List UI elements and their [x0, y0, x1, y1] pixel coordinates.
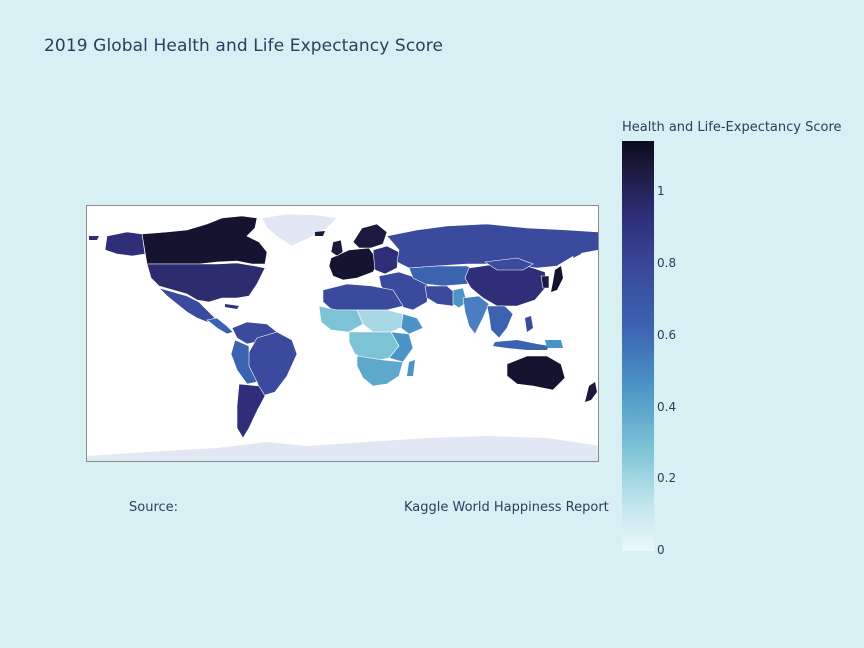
iceland-region[interactable]: [315, 231, 325, 236]
southern-cone-region[interactable]: [236, 383, 266, 439]
scandinavia-region[interactable]: [352, 223, 388, 249]
australia-region[interactable]: [506, 355, 566, 391]
colorbar-tick-0-8: 0.8: [657, 256, 677, 270]
colorbar-tick-0-4: 0.4: [657, 400, 677, 414]
uk-region[interactable]: [330, 239, 344, 257]
new-guinea-region[interactable]: [545, 340, 563, 348]
philippines-region[interactable]: [525, 316, 533, 332]
andean-region[interactable]: [230, 339, 258, 385]
korea-region[interactable]: [540, 275, 550, 289]
indonesia-region[interactable]: [493, 340, 549, 350]
alaska-region[interactable]: [104, 231, 146, 257]
colorbar-tick-0: 0: [657, 543, 665, 557]
colorbar-tick-0-2: 0.2: [657, 471, 677, 485]
colorbar-tick-1: 1: [657, 184, 665, 198]
new-zealand-region[interactable]: [585, 382, 597, 402]
eastern-europe-region[interactable]: [372, 245, 400, 275]
iran-region[interactable]: [424, 285, 460, 307]
far-east-region[interactable]: [573, 244, 583, 258]
russia-region[interactable]: [386, 223, 599, 269]
north-africa-region[interactable]: [322, 283, 404, 311]
greenland-region[interactable]: [261, 213, 338, 247]
aleutian-islands[interactable]: [89, 236, 99, 240]
cuba-region[interactable]: [225, 304, 239, 309]
source-text: Kaggle World Happiness Report: [404, 500, 609, 515]
chart-title: 2019 Global Health and Life Expectancy S…: [44, 36, 444, 56]
mongolia-region[interactable]: [484, 257, 534, 271]
canada-region[interactable]: [141, 215, 268, 265]
madagascar-region[interactable]: [407, 360, 415, 376]
colorbar: [622, 141, 654, 551]
world-map[interactable]: [86, 205, 599, 462]
central-america-region[interactable]: [206, 317, 234, 335]
western-europe-region[interactable]: [328, 247, 380, 281]
colorbar-title: Health and Life-Expectancy Score: [622, 120, 842, 135]
colorbar-tick-0-6: 0.6: [657, 328, 677, 342]
source-label: Source:: [129, 500, 179, 515]
world-choropleth: [87, 213, 599, 462]
west-africa-region[interactable]: [318, 305, 364, 333]
southern-africa-region[interactable]: [356, 355, 404, 387]
india-region[interactable]: [462, 295, 490, 335]
sahel-region[interactable]: [356, 309, 406, 333]
usa-region[interactable]: [146, 262, 266, 303]
central-asia-region[interactable]: [408, 265, 484, 287]
horn-of-africa-region[interactable]: [400, 313, 424, 335]
antarctica-region[interactable]: [87, 436, 599, 462]
japan-region[interactable]: [551, 266, 563, 292]
southeast-asia-region[interactable]: [486, 305, 514, 339]
